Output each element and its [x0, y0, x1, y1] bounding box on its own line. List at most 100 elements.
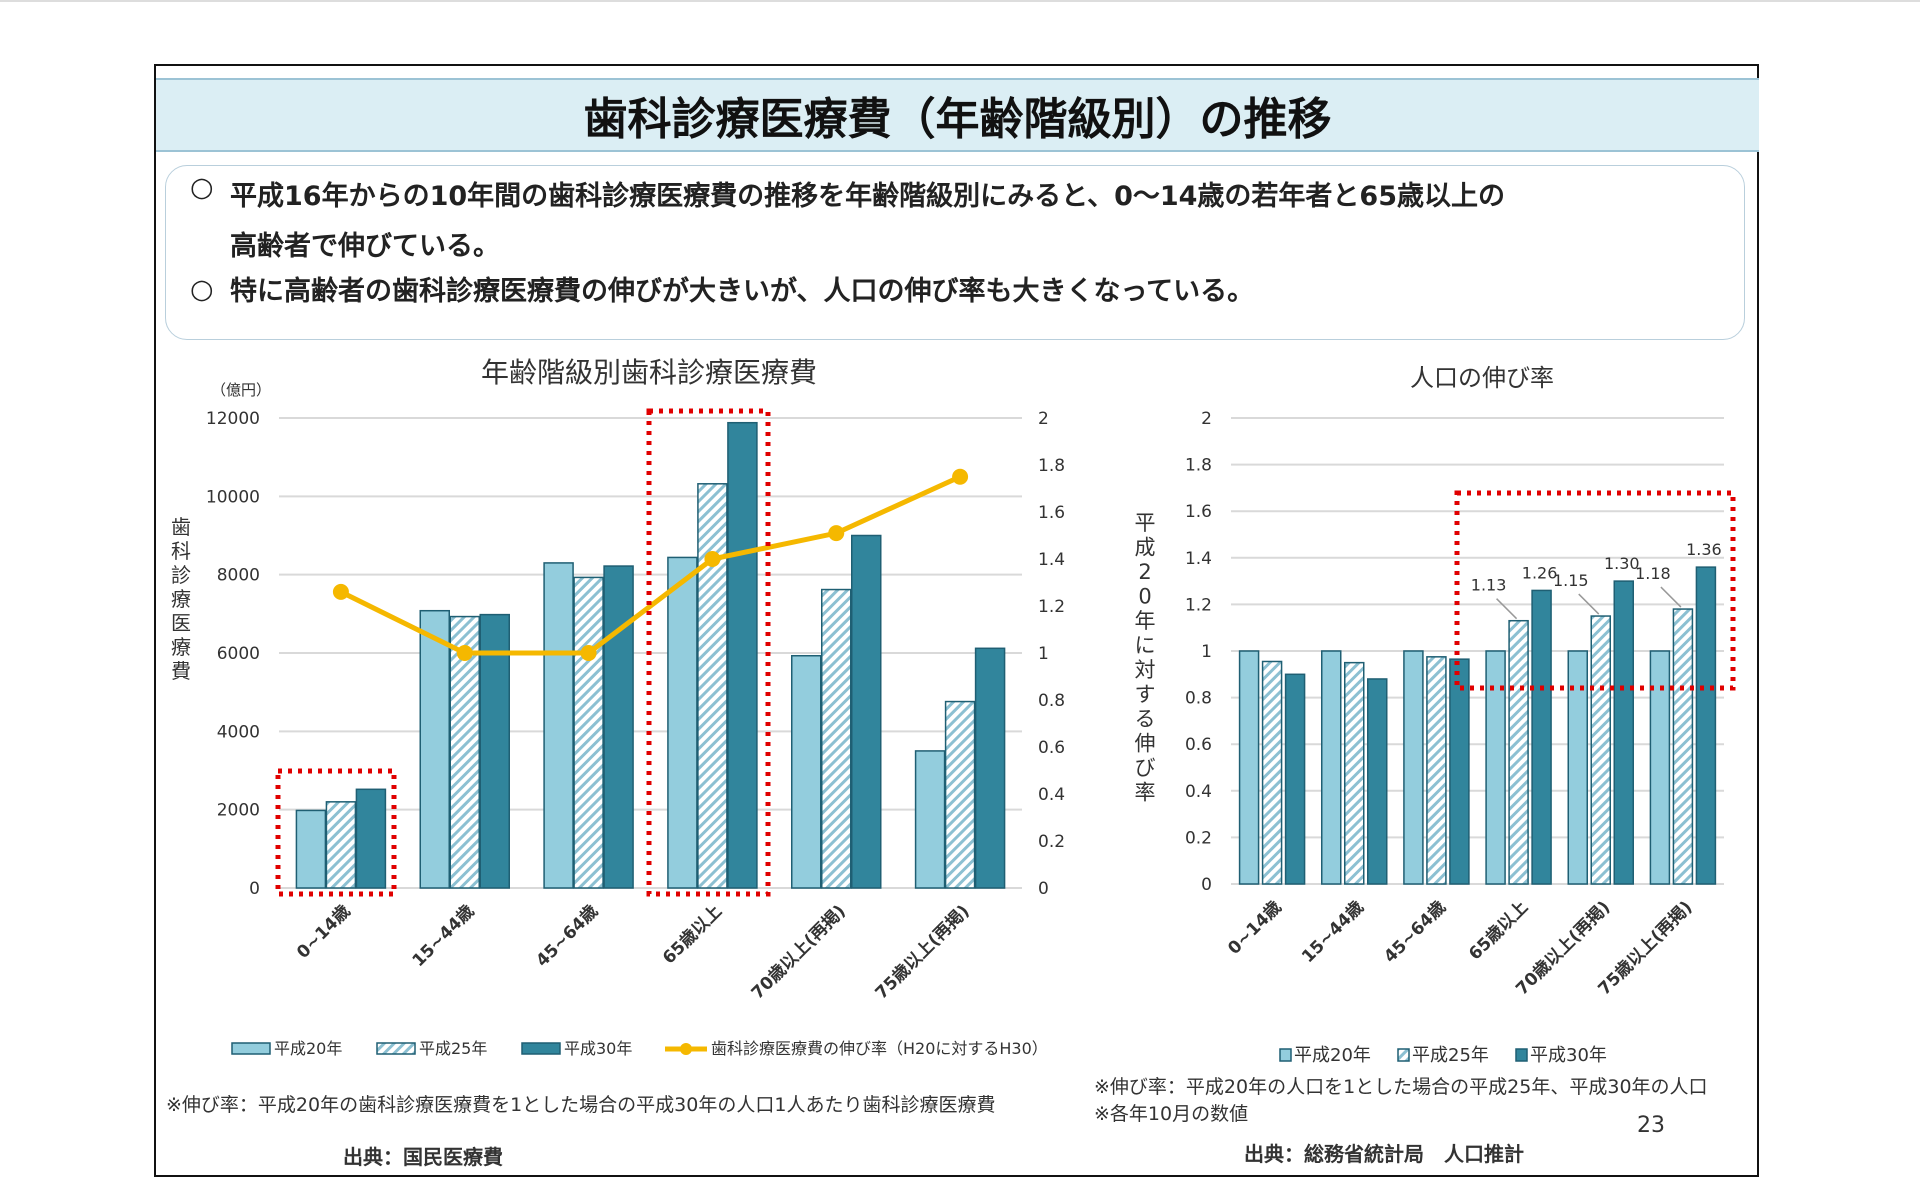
slide-title: 歯科診療医療費（年齢階級別）の推移 — [156, 78, 1759, 152]
category-label: 65歳以上 — [1464, 897, 1532, 965]
data-label: 1.26 — [1522, 563, 1558, 582]
bar-平成20年 — [667, 556, 698, 889]
bar-平成25年 — [1344, 661, 1365, 885]
left-source: 出典：国民医療費 — [343, 1145, 503, 1169]
bar-平成25年 — [1590, 615, 1611, 885]
bar-平成25年 — [449, 615, 480, 889]
right-y-axis-title: る — [1135, 707, 1156, 731]
bar-平成30年 — [1284, 673, 1306, 885]
bar-平成30年 — [1449, 658, 1470, 885]
bar-平成20年 — [1567, 650, 1588, 885]
data-label-leader — [1660, 586, 1682, 608]
y-tick-label: 1.8 — [1185, 456, 1212, 476]
left-y-axis-title: 診 — [171, 563, 191, 587]
y2-tick-label: 0.6 — [1038, 738, 1065, 758]
y-tick-label: 0.8 — [1185, 689, 1212, 709]
legend-label: 歯科診療医療費の伸び率（H20に対するH30） — [711, 1039, 1048, 1058]
left-chart-title: 年齢階級別歯科診療医療費 — [481, 356, 817, 389]
bar-平成25年 — [697, 483, 728, 889]
y-tick-label: 0.2 — [1185, 828, 1212, 848]
y2-tick-label: 0.2 — [1038, 832, 1065, 852]
y-tick-label: 4000 — [217, 722, 260, 742]
y2-tick-label: 1 — [1038, 644, 1049, 664]
left-y-axis-title: 費 — [171, 659, 191, 683]
left-unit-label: （億円） — [211, 381, 271, 399]
bar-平成30年 — [851, 534, 882, 889]
bar-平成20年 — [1238, 650, 1260, 885]
bar-平成20年 — [1485, 650, 1506, 885]
category-label: 70歳以上(再掲) — [747, 901, 850, 1004]
right-y-axis-title: 対 — [1135, 658, 1156, 682]
legend-swatch-平成20年 — [231, 1042, 271, 1055]
data-label-leader — [1578, 593, 1600, 615]
right-y-axis-title: 成 — [1135, 536, 1156, 560]
growth-rate-point — [580, 645, 597, 661]
bar-平成30年 — [727, 421, 758, 889]
bar-平成25年 — [1261, 660, 1283, 885]
bar-平成20年 — [791, 654, 822, 889]
left-note: ※伸び率：平成20年の歯科診療医療費を1とした場合の平成30年の人口1人あたり歯… — [166, 1094, 995, 1116]
bar-平成20年 — [1649, 650, 1671, 885]
bar-平成20年 — [543, 562, 574, 889]
category-label: 65歳以上 — [658, 901, 726, 969]
right-y-axis-title: す — [1135, 683, 1156, 707]
y-tick-label: 2000 — [217, 801, 260, 821]
left-y-axis-title: 療 — [171, 587, 191, 611]
right-y-axis-title: 伸 — [1135, 732, 1156, 756]
right-note-1: ※伸び率：平成20年の人口を1とした場合の平成25年、平成30年の人口 — [1094, 1076, 1708, 1098]
y2-tick-label: 2 — [1038, 409, 1049, 429]
growth-rate-point — [704, 551, 721, 567]
data-label: 1.13 — [1471, 576, 1507, 595]
y-tick-label: 0.6 — [1185, 735, 1212, 755]
category-label: 0~14歳 — [1224, 897, 1286, 959]
left-y-axis-title: 医 — [171, 611, 191, 635]
bullet-text: 特に高齢者の歯科診療医療費の伸びが大きいが、人口の伸び率も大きくなっている。 — [230, 276, 1255, 307]
highlight-box-elderly — [1454, 490, 1736, 691]
y2-tick-label: 1.4 — [1038, 550, 1065, 570]
bar-平成20年 — [914, 750, 946, 889]
legend-swatch-平成25年 — [376, 1042, 416, 1055]
data-label: 1.36 — [1686, 540, 1722, 559]
legend-swatch-平成20年 — [1279, 1048, 1292, 1062]
bar-平成30年 — [974, 647, 1006, 889]
legend-label: 平成25年 — [419, 1039, 487, 1058]
growth-rate-point — [952, 468, 969, 485]
growth-rate-line — [339, 474, 962, 656]
right-chart-title: 人口の伸び率 — [1410, 364, 1554, 392]
right-y-axis-title: び — [1135, 756, 1156, 780]
right-y-axis-title: 年 — [1135, 609, 1156, 633]
bar-平成20年 — [1321, 650, 1342, 885]
legend-line-marker — [680, 1043, 692, 1055]
y-tick-label: 1.4 — [1185, 549, 1212, 569]
bar-平成30年 — [1695, 566, 1717, 885]
page-number: 23 — [1637, 1113, 1665, 1138]
category-label: 45~64歳 — [532, 901, 602, 971]
bar-平成30年 — [1531, 589, 1552, 885]
data-label: 1.30 — [1604, 554, 1640, 573]
growth-rate-point — [456, 645, 473, 661]
right-y-axis-title: 2 — [1138, 560, 1151, 584]
growth-rate-point — [332, 583, 349, 600]
data-label: 1.18 — [1635, 564, 1671, 583]
data-label: 1.15 — [1553, 571, 1589, 590]
right-source: 出典：総務省統計局 人口推計 — [1244, 1142, 1524, 1166]
legend-swatch-平成30年 — [521, 1042, 561, 1055]
circle-bullet-icon: ○ — [190, 172, 214, 203]
bar-平成20年 — [1403, 650, 1424, 885]
category-label: 15~44歳 — [408, 901, 478, 971]
legend-swatch-平成30年 — [1515, 1048, 1528, 1062]
y2-tick-label: 1.2 — [1038, 597, 1065, 617]
right-y-axis-title: 率 — [1135, 781, 1156, 805]
highlight-box-65plus — [646, 408, 771, 897]
right-note-2: ※各年10月の数値 — [1094, 1103, 1248, 1125]
y2-tick-label: 0 — [1038, 879, 1049, 899]
y-tick-label: 8000 — [217, 566, 260, 586]
y-tick-label: 0 — [249, 879, 260, 899]
bar-平成20年 — [419, 609, 450, 889]
bullet-text: 平成16年からの10年間の歯科診療医療費の推移を年齢階級別にみると、0～14歳の… — [230, 181, 1505, 212]
right-y-axis-title: に — [1135, 634, 1156, 658]
category-label: 15~44歳 — [1297, 897, 1367, 967]
y-tick-label: 1 — [1201, 642, 1212, 662]
y2-tick-label: 1.8 — [1038, 456, 1065, 476]
